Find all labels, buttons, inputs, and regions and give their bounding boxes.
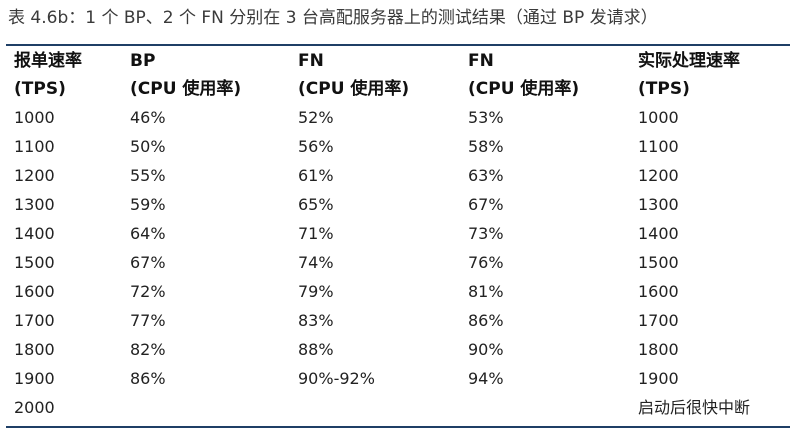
table-cell: 1000: [14, 108, 55, 127]
table-row: 1300 59% 65% 67% 1300: [0, 190, 800, 219]
header-cell: FN: [468, 51, 494, 71]
table-cell: 启动后很快中断: [638, 398, 751, 417]
table-row: 1600 72% 79% 81% 1600: [0, 277, 800, 306]
table-cell: 50%: [130, 137, 166, 156]
table-row: 1800 82% 88% 90% 1800: [0, 335, 800, 364]
table-cell: 79%: [298, 282, 334, 301]
table-cell: 94%: [468, 369, 504, 388]
table-cell: 53%: [468, 108, 504, 127]
table-cell: 67%: [130, 253, 166, 272]
header-cell: (TPS): [14, 79, 66, 99]
table-cell: 81%: [468, 282, 504, 301]
table-cell: 77%: [130, 311, 166, 330]
table-cell: 58%: [468, 137, 504, 156]
table-cell: 1300: [638, 195, 679, 214]
table-cell: 59%: [130, 195, 166, 214]
header-cell: BP: [130, 51, 156, 71]
table-top-rule: [6, 44, 790, 46]
table-header-row-2: (TPS) (CPU 使用率) (CPU 使用率) (CPU 使用率) (TPS…: [0, 76, 800, 102]
table-row: 2000 启动后很快中断: [0, 393, 800, 422]
results-table: 报单速率 BP FN FN 实际处理速率 (TPS) (CPU 使用率) (CP…: [0, 46, 800, 417]
table-cell: 1400: [14, 224, 55, 243]
table-cell: 72%: [130, 282, 166, 301]
table-cell: 67%: [468, 195, 504, 214]
table-cell: 88%: [298, 340, 334, 359]
table-cell: 64%: [130, 224, 166, 243]
table-cell: 1100: [638, 137, 679, 156]
table-row: 1500 67% 74% 76% 1500: [0, 248, 800, 277]
table-row: 1700 77% 83% 86% 1700: [0, 306, 800, 335]
table-row: 1200 55% 61% 63% 1200: [0, 161, 800, 190]
table-cell: 1900: [638, 369, 679, 388]
table-bottom-rule: [6, 426, 790, 428]
table-cell: 61%: [298, 166, 334, 185]
table-cell: 90%-92%: [298, 369, 375, 388]
table-cell: 1700: [14, 311, 55, 330]
table-body: 1000 46% 52% 53% 1000 1100 50% 56% 58% 1100 1200 55…: [0, 103, 800, 422]
table-cell: 73%: [468, 224, 504, 243]
header-cell: (CPU 使用率): [298, 79, 410, 99]
table-cell: 63%: [468, 166, 504, 185]
header-cell: (TPS): [638, 79, 690, 99]
table-cell: 74%: [298, 253, 334, 272]
table-cell: 86%: [130, 369, 166, 388]
table-cell: 1600: [14, 282, 55, 301]
table-cell: 56%: [298, 137, 334, 156]
table-row: 1900 86% 90%-92% 94% 1900: [0, 364, 800, 393]
table-header-row-1: 报单速率 BP FN FN 实际处理速率: [0, 48, 800, 74]
table-cell: 1500: [14, 253, 55, 272]
table-cell: 1200: [638, 166, 679, 185]
table-cell: 1600: [638, 282, 679, 301]
table-cell: 1300: [14, 195, 55, 214]
table-cell: 65%: [298, 195, 334, 214]
table-cell: 1900: [14, 369, 55, 388]
table-cell: 1400: [638, 224, 679, 243]
table-cell: 1700: [638, 311, 679, 330]
table-cell: 52%: [298, 108, 334, 127]
table-cell: 1500: [638, 253, 679, 272]
header-cell: 报单速率: [14, 51, 82, 71]
table-row: 1000 46% 52% 53% 1000: [0, 103, 800, 132]
table-cell: 2000: [14, 398, 55, 417]
table-cell: 46%: [130, 108, 166, 127]
table-cell: 1200: [14, 166, 55, 185]
header-cell: FN: [298, 51, 324, 71]
table-cell: 55%: [130, 166, 166, 185]
header-cell: (CPU 使用率): [130, 79, 242, 99]
header-cell: (CPU 使用率): [468, 79, 580, 99]
table-cell: 90%: [468, 340, 504, 359]
table-row: 1100 50% 56% 58% 1100: [0, 132, 800, 161]
table-row: 1400 64% 71% 73% 1400: [0, 219, 800, 248]
table-caption: 表 4.6b：1 个 BP、2 个 FN 分别在 3 台高配服务器上的测试结果（…: [8, 8, 658, 28]
table-cell: 82%: [130, 340, 166, 359]
table-cell: 83%: [298, 311, 334, 330]
table-cell: 86%: [468, 311, 504, 330]
table-cell: 1100: [14, 137, 55, 156]
table-cell: 1800: [638, 340, 679, 359]
table-cell: 1000: [638, 108, 679, 127]
table-cell: 1800: [14, 340, 55, 359]
header-cell: 实际处理速率: [638, 51, 740, 71]
table-cell: 76%: [468, 253, 504, 272]
table-cell: 71%: [298, 224, 334, 243]
